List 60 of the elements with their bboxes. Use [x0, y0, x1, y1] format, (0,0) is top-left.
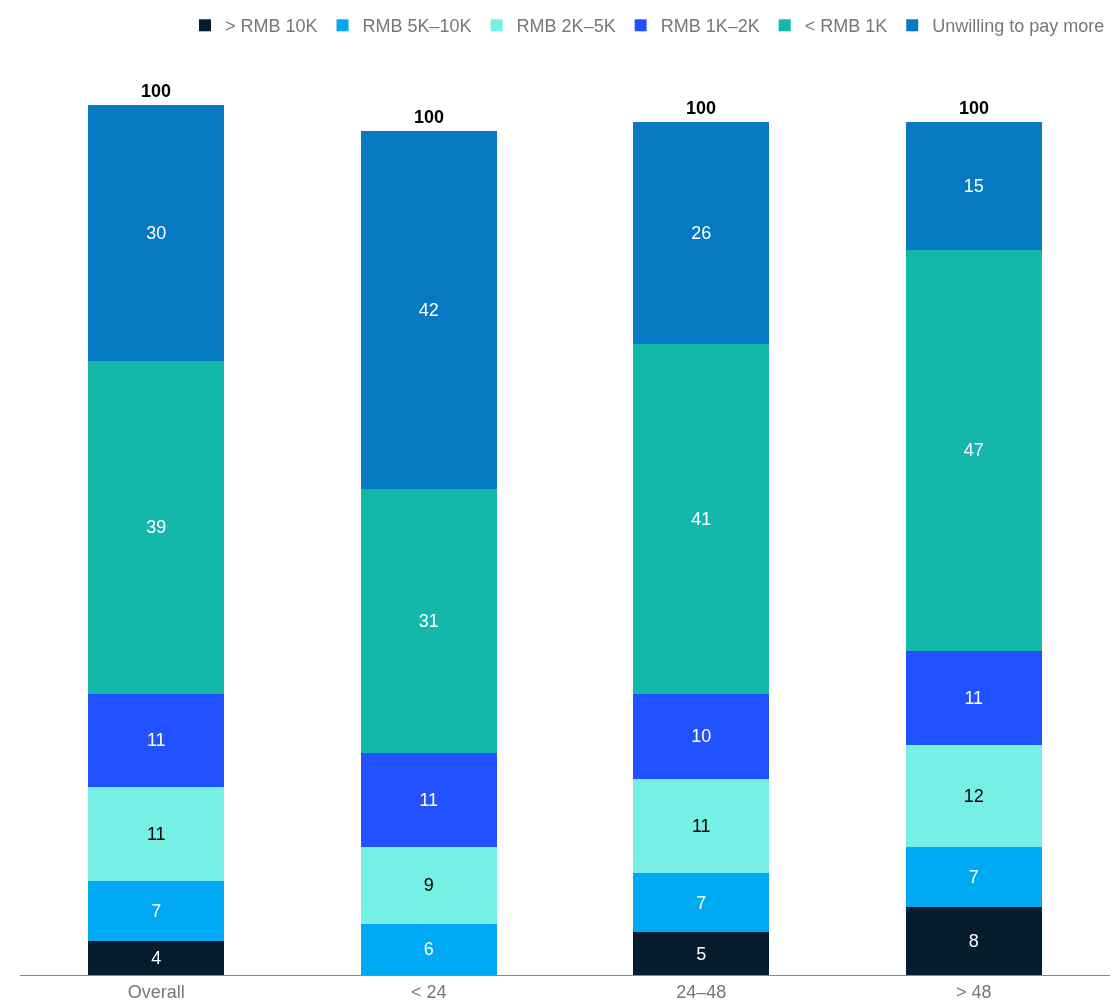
bar — [88, 360, 225, 694]
bar — [633, 122, 770, 344]
data-label: 7 — [696, 892, 707, 913]
data-label: 10 — [691, 726, 712, 747]
bar — [633, 932, 770, 975]
bar — [633, 343, 770, 694]
bar — [360, 488, 497, 754]
bar — [905, 847, 1042, 907]
legend-label: RMB 2K–5K — [516, 16, 616, 37]
data-label: 7 — [151, 901, 162, 922]
total-label: 100 — [959, 98, 990, 118]
bar — [88, 940, 225, 975]
bar — [88, 693, 225, 788]
bar — [88, 881, 225, 941]
x-tick-label: < 24 — [410, 981, 447, 1002]
total-label: 100 — [686, 98, 717, 118]
legend-label: RMB 5K–10K — [362, 16, 472, 37]
legend-label: < RMB 1K — [804, 16, 888, 37]
data-label: 4 — [151, 947, 162, 968]
data-label: 6 — [423, 939, 434, 960]
bar — [633, 693, 770, 779]
data-label: 7 — [968, 866, 979, 887]
bar — [88, 105, 225, 361]
data-label: 9 — [423, 875, 434, 896]
bar — [360, 847, 497, 924]
total-label: 100 — [141, 81, 172, 101]
bar — [905, 250, 1042, 651]
data-label: 12 — [963, 785, 984, 806]
bar — [360, 130, 497, 489]
bar — [905, 744, 1042, 848]
data-label: 30 — [146, 222, 167, 243]
data-label: 42 — [418, 299, 439, 320]
bar — [633, 872, 770, 933]
data-label: 26 — [691, 222, 712, 243]
data-label: 8 — [968, 930, 979, 951]
data-label: 5 — [696, 943, 707, 964]
data-label: 47 — [963, 440, 984, 461]
legend-label: > RMB 10K — [225, 16, 318, 37]
data-label: 15 — [963, 176, 984, 197]
data-label: 11 — [691, 815, 711, 836]
data-label: 39 — [146, 517, 167, 538]
bar — [905, 650, 1042, 745]
data-label: 31 — [418, 611, 439, 632]
bar — [905, 122, 1042, 250]
data-label: 11 — [146, 730, 166, 751]
bar — [360, 923, 497, 975]
data-label: 41 — [691, 508, 712, 529]
x-tick-label: Overall — [127, 981, 185, 1002]
legend-label: Unwilling to pay more — [932, 16, 1105, 37]
data-label: 11 — [419, 790, 439, 811]
data-label: 11 — [146, 824, 166, 845]
bar — [905, 906, 1042, 975]
bar — [633, 778, 770, 873]
bar — [360, 753, 497, 848]
total-label: 100 — [414, 107, 445, 127]
x-tick-label: > 48 — [955, 981, 992, 1002]
legend-label: RMB 1K–2K — [660, 16, 760, 37]
bar — [88, 787, 225, 882]
data-label: 11 — [964, 687, 984, 708]
x-tick-label: 24–48 — [676, 981, 727, 1002]
